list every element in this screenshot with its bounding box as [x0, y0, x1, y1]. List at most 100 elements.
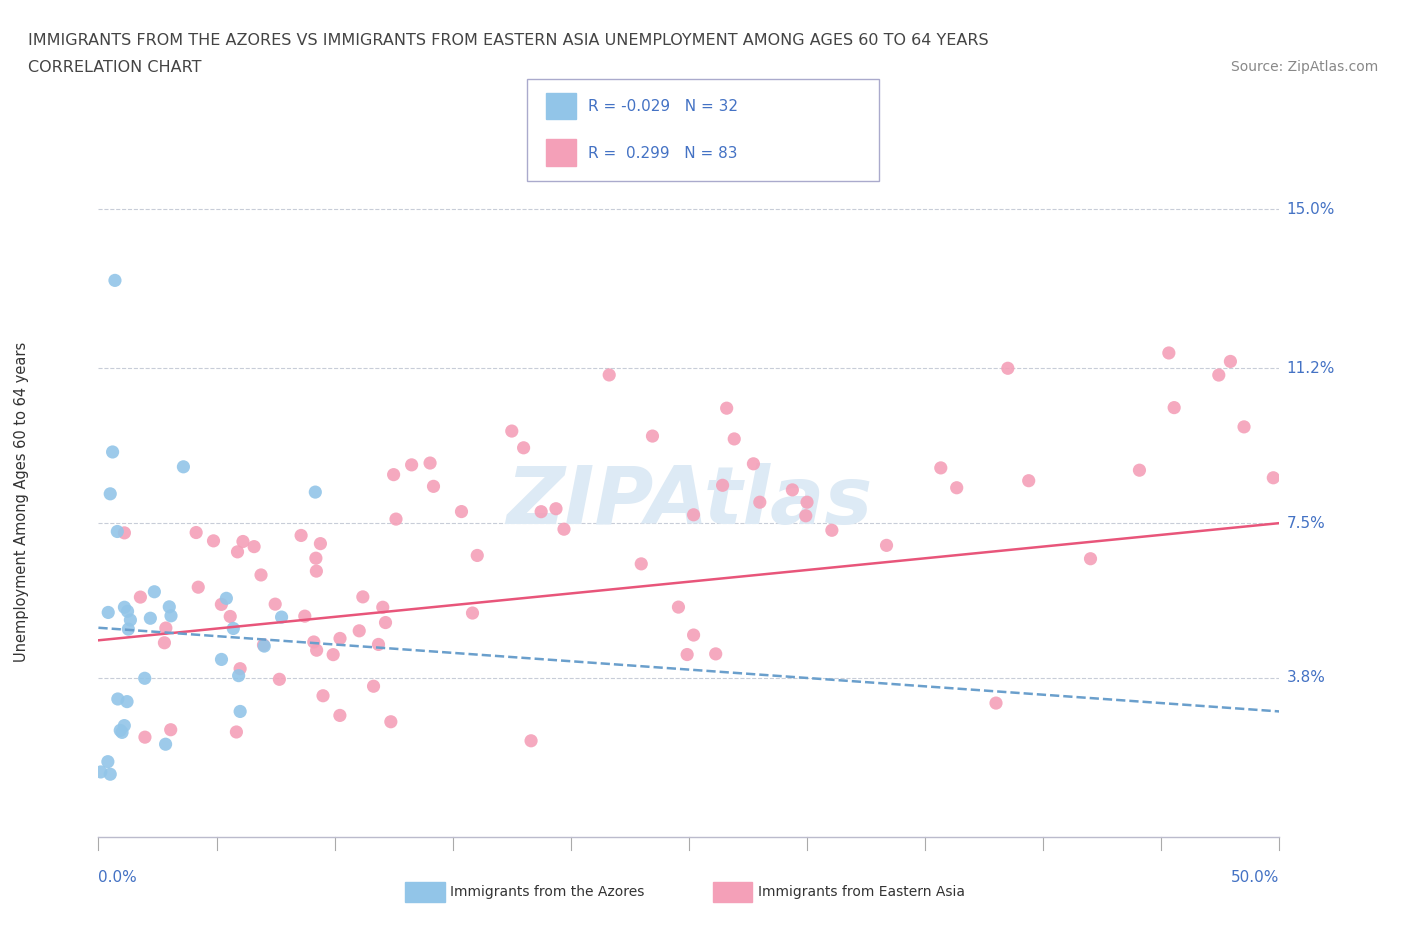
Point: [329, 708, 352, 723]
Point: [160, 608, 183, 623]
Point: [419, 456, 441, 471]
Text: CORRELATION CHART: CORRELATION CHART: [28, 60, 201, 75]
Point: [711, 478, 734, 493]
Text: R =  0.299   N = 83: R = 0.299 N = 83: [588, 146, 737, 161]
Point: [945, 480, 967, 495]
Point: [530, 504, 553, 519]
Text: Unemployment Among Ages 60 to 64 years: Unemployment Among Ages 60 to 64 years: [14, 342, 28, 662]
Point: [682, 508, 704, 523]
Point: [117, 604, 139, 618]
Point: [222, 621, 245, 636]
Point: [143, 584, 166, 599]
Point: [748, 495, 770, 510]
Point: [1233, 419, 1256, 434]
Point: [876, 538, 898, 552]
Point: [1018, 473, 1040, 488]
Point: [226, 544, 249, 559]
Point: [465, 548, 488, 563]
Point: [101, 445, 124, 459]
Point: [367, 637, 389, 652]
Point: [104, 273, 127, 288]
Point: [676, 647, 699, 662]
Point: [1157, 346, 1180, 361]
Point: [98, 486, 121, 501]
Point: [97, 605, 120, 620]
Point: [98, 766, 121, 781]
Text: 0.0%: 0.0%: [98, 870, 138, 884]
Point: [461, 605, 484, 620]
Point: [796, 495, 818, 510]
Point: [630, 556, 652, 571]
Point: [322, 647, 344, 662]
Point: [1128, 463, 1150, 478]
Point: [742, 457, 765, 472]
Point: [117, 621, 139, 636]
Point: [243, 539, 266, 554]
Text: 15.0%: 15.0%: [1286, 202, 1334, 217]
Point: [1163, 400, 1185, 415]
Point: [347, 623, 370, 638]
Point: [1080, 551, 1102, 566]
Point: [794, 509, 817, 524]
Point: [501, 424, 523, 439]
Point: [380, 714, 402, 729]
Point: [723, 432, 745, 446]
Text: 3.8%: 3.8%: [1286, 671, 1326, 685]
Point: [264, 597, 287, 612]
Point: [139, 611, 162, 626]
Point: [115, 694, 138, 709]
Point: [1208, 367, 1230, 382]
Point: [232, 534, 254, 549]
Point: [97, 754, 120, 769]
Point: [294, 609, 316, 624]
Point: [253, 639, 276, 654]
Point: [209, 597, 232, 612]
Point: [929, 460, 952, 475]
Point: [374, 615, 396, 630]
Point: [112, 718, 135, 733]
Point: [422, 479, 444, 494]
Point: [110, 723, 132, 737]
Point: [309, 537, 332, 551]
Point: [270, 610, 292, 625]
Point: [1219, 354, 1241, 369]
Point: [304, 485, 326, 499]
Point: [211, 652, 233, 667]
Point: [290, 528, 312, 543]
Point: [228, 668, 250, 683]
Text: 50.0%: 50.0%: [1232, 870, 1279, 884]
Point: [250, 567, 273, 582]
Point: [520, 734, 543, 749]
Point: [1263, 471, 1285, 485]
Text: 11.2%: 11.2%: [1286, 361, 1334, 376]
Point: [598, 367, 620, 382]
Point: [111, 725, 134, 740]
Point: [305, 643, 328, 658]
Point: [269, 671, 291, 686]
Point: [821, 523, 844, 538]
Point: [305, 551, 328, 565]
Text: IMMIGRANTS FROM THE AZORES VS IMMIGRANTS FROM EASTERN ASIA UNEMPLOYMENT AMONG AG: IMMIGRANTS FROM THE AZORES VS IMMIGRANTS…: [28, 33, 988, 47]
Point: [219, 609, 242, 624]
Text: Immigrants from the Azores: Immigrants from the Azores: [450, 884, 645, 899]
Point: [225, 724, 247, 739]
Point: [512, 441, 534, 456]
Point: [329, 631, 352, 645]
Point: [157, 600, 180, 615]
Text: 7.5%: 7.5%: [1286, 515, 1326, 531]
Text: Source: ZipAtlas.com: Source: ZipAtlas.com: [1230, 60, 1378, 74]
Point: [186, 525, 208, 540]
Point: [704, 646, 727, 661]
Point: [202, 534, 225, 549]
Point: [112, 525, 135, 540]
Point: [782, 483, 804, 498]
Point: [153, 635, 176, 650]
Point: [155, 737, 177, 751]
Text: ZIPAtlas: ZIPAtlas: [506, 463, 872, 541]
Point: [172, 459, 194, 474]
Point: [305, 564, 328, 578]
Text: R = -0.029   N = 32: R = -0.029 N = 32: [588, 100, 738, 114]
Point: [129, 590, 152, 604]
Point: [352, 590, 374, 604]
Point: [716, 401, 738, 416]
